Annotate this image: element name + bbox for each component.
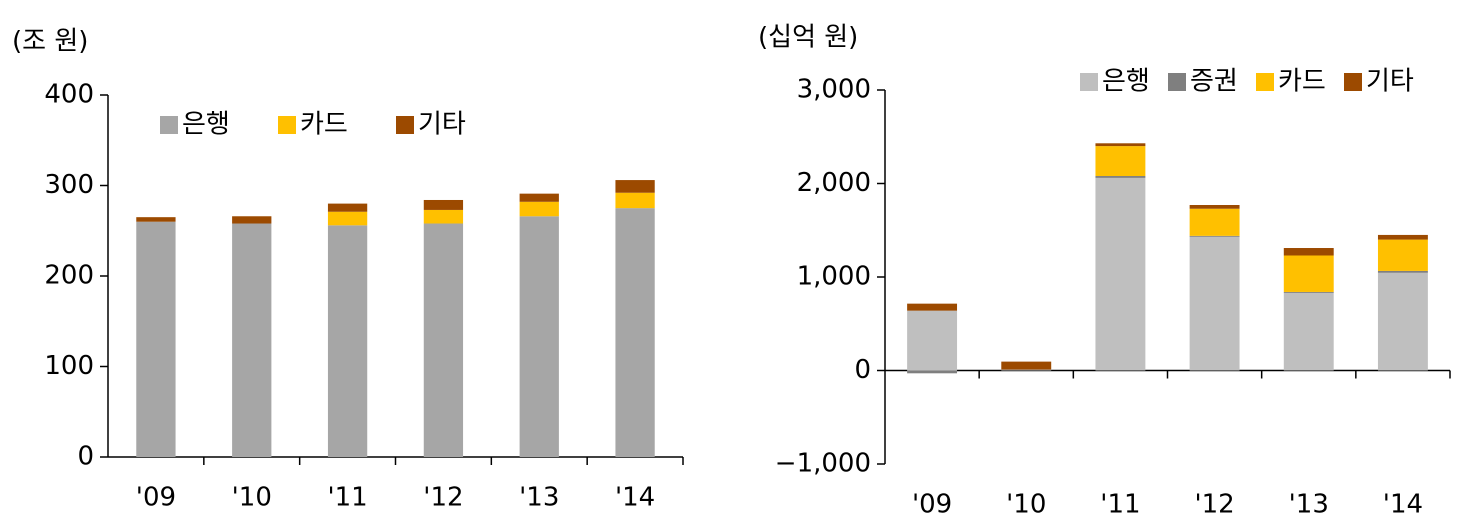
y-axis-label: (조 원) — [12, 27, 88, 57]
y-tick-label: 2,000 — [797, 168, 871, 198]
x-tick-label: '11 — [1100, 490, 1140, 520]
bar-segment — [1283, 248, 1334, 256]
x-tick-label: '13 — [519, 483, 559, 513]
bar-segment — [1189, 235, 1240, 237]
legend-swatch — [160, 116, 178, 134]
legend-label: 은행 — [182, 110, 230, 140]
bar-segment — [615, 208, 655, 457]
bar-segment — [615, 180, 655, 193]
bar-segment — [1001, 361, 1052, 370]
bar-segment — [907, 310, 958, 371]
bar-segment — [423, 223, 464, 457]
bar-segment — [327, 225, 368, 457]
x-tick-label: '09 — [912, 490, 952, 520]
legend-swatch — [1080, 73, 1098, 91]
x-tick-label: '12 — [1194, 490, 1234, 520]
x-tick-label: '10 — [1006, 490, 1046, 520]
bar-segment — [907, 303, 958, 311]
bar-segment — [1095, 176, 1146, 178]
bar-segment — [327, 203, 368, 212]
bar-segment — [423, 199, 464, 210]
bar-segment — [327, 211, 368, 226]
bar-segment — [1189, 208, 1240, 236]
legend-swatch — [278, 116, 296, 134]
bar-segment — [1283, 291, 1334, 293]
legend-label: 카드 — [1278, 67, 1326, 97]
bar-segment — [136, 217, 176, 222]
legend-label: 기타 — [418, 110, 466, 140]
bar-segment — [423, 209, 464, 224]
legend-label: 기타 — [1366, 67, 1414, 97]
bar-segment — [1095, 146, 1146, 177]
bar-segment — [232, 223, 272, 457]
bar-segment — [1377, 234, 1428, 240]
bar-segment — [1189, 205, 1240, 209]
legend-label: 증권 — [1190, 67, 1238, 97]
y-tick-label: 0 — [854, 355, 871, 385]
bar-segment — [615, 192, 655, 209]
x-tick-label: '10 — [232, 483, 272, 513]
y-tick-label: 300 — [44, 170, 94, 200]
bar-segment — [519, 193, 559, 202]
legend-swatch — [396, 116, 414, 134]
bar-segment — [1001, 369, 1052, 371]
bar-segment — [1189, 236, 1240, 371]
bar-segment — [232, 216, 272, 224]
bar-segment — [1095, 177, 1146, 371]
x-tick-label: '13 — [1289, 490, 1329, 520]
legend-swatch — [1344, 73, 1362, 91]
bar-segment — [1283, 255, 1334, 292]
y-tick-label: 1,000 — [797, 262, 871, 292]
bar-segment — [136, 221, 176, 457]
y-tick-label: −1,000 — [775, 449, 871, 479]
y-tick-label: 100 — [44, 351, 94, 381]
x-tick-label: '09 — [136, 483, 176, 513]
y-tick-label: 3,000 — [797, 75, 871, 105]
y-tick-label: 0 — [77, 442, 94, 472]
legend-label: 은행 — [1102, 67, 1150, 97]
x-tick-label: '12 — [423, 483, 463, 513]
legend-swatch — [1168, 73, 1186, 91]
bar-segment — [1095, 143, 1146, 147]
bar-segment — [519, 216, 559, 457]
y-tick-label: 200 — [44, 261, 94, 291]
legend-swatch — [1256, 73, 1274, 91]
y-tick-label: 400 — [44, 80, 94, 110]
bar-segment — [1377, 270, 1428, 273]
x-tick-label: '11 — [327, 483, 367, 513]
x-tick-label: '14 — [615, 483, 655, 513]
bar-segment — [1377, 272, 1428, 371]
bar-segment — [1283, 292, 1334, 371]
legend-label: 카드 — [300, 110, 348, 140]
bar-segment — [907, 370, 958, 374]
x-tick-label: '14 — [1383, 490, 1423, 520]
bar-segment — [1377, 239, 1428, 271]
bar-segment — [519, 201, 559, 217]
y-axis-label: (십억 원) — [758, 23, 858, 53]
